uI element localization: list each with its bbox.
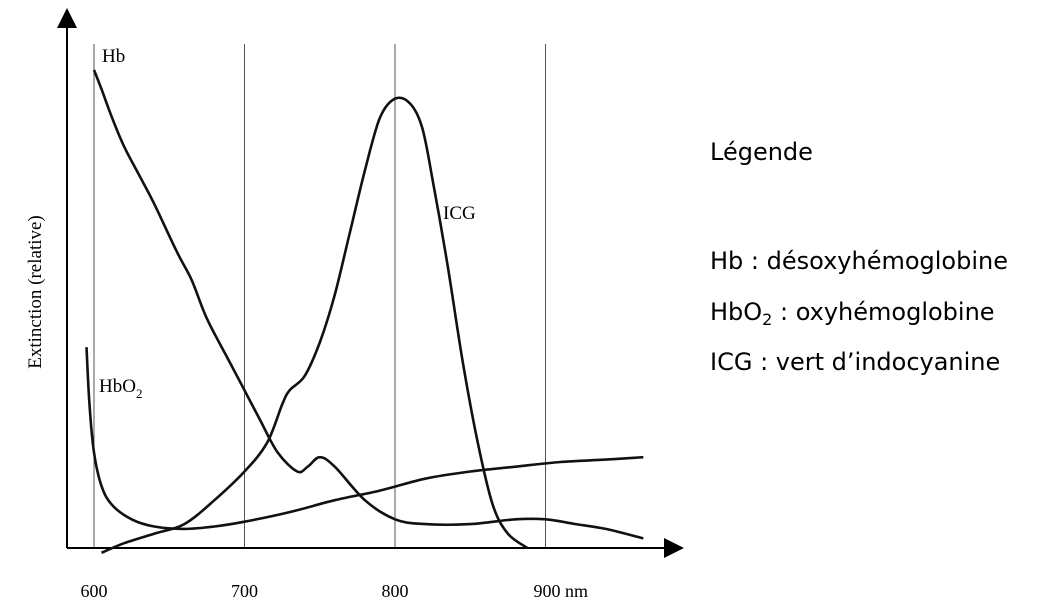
x-tick-labels: 600 700 800 900 nm (81, 581, 589, 601)
series-line-hb (92, 69, 644, 540)
legend-title: Légende (710, 138, 813, 166)
legend-symbol: HbO (710, 298, 763, 326)
legend-entry-icg: ICG : vert d’indocyanine (710, 350, 1000, 378)
legend-text: : vert d’indocyanine (752, 348, 1001, 376)
axes (57, 8, 684, 558)
legend-symbol-sub: 2 (762, 310, 773, 329)
legend-symbol: Hb (710, 247, 744, 275)
y-axis-label: Extinction (relative) (25, 215, 46, 369)
legend-text: : oxyhémoglobine (772, 298, 995, 326)
x-axis-arrow (664, 538, 684, 558)
x-tick-label: 900 nm (534, 581, 589, 601)
series-curves (85, 69, 644, 554)
x-tick-label: 800 (382, 581, 409, 601)
legend-symbol: ICG (710, 348, 753, 376)
x-tick-label: 600 (81, 581, 108, 601)
legend-entry-hbo2: HbO2 : oxyhémoglobine (710, 300, 995, 328)
y-axis-arrow (57, 8, 77, 28)
legend-entry-hb: Hb : désoxyhémoglobine (710, 249, 1008, 277)
icg-curve-label: ICG (443, 203, 476, 224)
curve-annotations: Hb HbO2 ICG (99, 46, 476, 401)
legend-text: : désoxyhémoglobine (743, 247, 1008, 275)
hbo2-curve-label: HbO2 (99, 376, 142, 401)
grid-lines (93, 44, 546, 548)
hb-curve-label: Hb (102, 46, 125, 67)
series-line-hbo2 (85, 347, 644, 531)
x-tick-label: 700 (231, 581, 258, 601)
series-line-icg (100, 96, 529, 554)
